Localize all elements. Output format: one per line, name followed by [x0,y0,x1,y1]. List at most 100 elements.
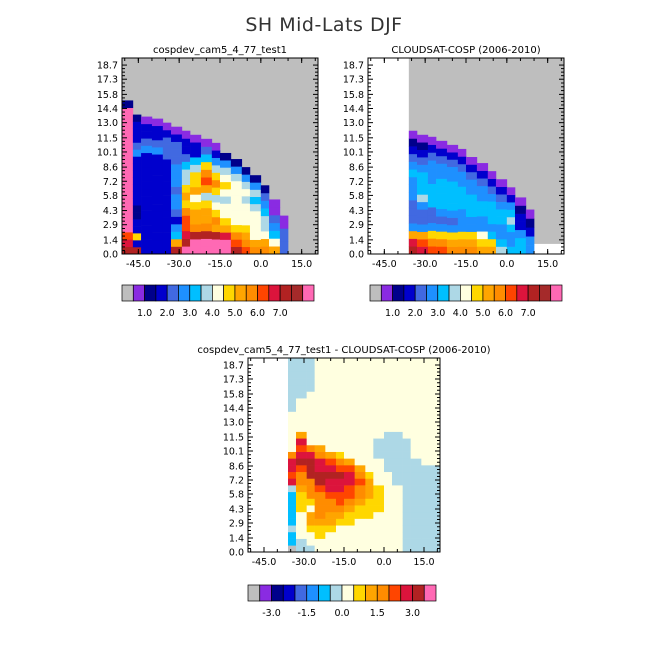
heatmap-cell [410,465,422,473]
heatmap-cell [132,240,142,248]
heatmap-cell [336,411,345,419]
heatmap-cell [122,210,134,218]
heatmap-cell [402,518,411,526]
figure-title: SH Mid-Lats DJF [245,14,403,36]
heatmap-cell [446,159,459,168]
heatmap-cell [421,391,441,399]
colorbar-swatch [247,584,261,602]
heatmap-cell [260,185,270,194]
heatmap-cell [306,404,315,412]
heatmap-cell [288,384,297,392]
heatmap-cell [365,438,374,446]
heatmap-cell [384,411,393,419]
heatmap-cell [410,498,422,506]
y-tick-label: 14.4 [343,104,364,115]
heatmap-cell [457,156,467,165]
heatmap-cell [365,444,374,452]
heatmap-cell [436,155,448,164]
heatmap-cell [506,202,516,210]
heatmap-cell [495,194,508,202]
heatmap-cell [373,538,385,546]
heatmap-cell [446,195,459,204]
heatmap-cell [171,186,183,195]
heatmap-cell [200,192,213,201]
heatmap-cell [241,217,251,226]
heatmap-cell [427,160,437,169]
heatmap-cell [288,391,297,399]
heatmap-cell [181,230,191,239]
heatmap-cell [336,538,345,546]
heatmap-cell [132,219,142,227]
heatmap-cell [487,171,497,179]
colorbar-swatch [365,584,378,602]
heatmap-cell [427,222,437,231]
heatmap-cell [241,188,251,197]
heatmap-cell [314,478,326,486]
heatmap-cell [365,411,374,419]
heatmap-cell [249,196,262,205]
heatmap-cell [122,173,134,182]
heatmap-cell [384,424,393,432]
heatmap-cell [476,208,489,217]
heatmap-cell [487,186,497,195]
heatmap-cell [230,239,243,247]
heatmap-cell [410,545,422,553]
heatmap-cell [171,201,183,210]
heatmap-cell [132,163,142,171]
heatmap-cell [151,139,164,148]
heatmap-cell [421,505,441,513]
colorbar-swatch [527,284,540,302]
heatmap-cell [249,232,262,240]
heatmap-cell [314,398,326,406]
heatmap-cell [466,157,478,165]
heatmap-cell [392,411,403,419]
heatmap-cell [306,398,315,406]
heatmap-cell [525,245,535,255]
heatmap-cell [421,538,441,546]
heatmap-cell [515,229,527,239]
heatmap-cell [288,371,297,379]
heatmap-cell [314,545,326,553]
heatmap-cell [336,458,345,466]
x-tick-label: -30.0 [167,259,192,270]
heatmap-cell [373,451,385,459]
heatmap-cell [476,200,489,209]
colorbar-swatch [516,284,529,302]
heatmap-cell [306,511,315,519]
heatmap-cell [421,478,441,486]
heatmap-cell [211,194,221,203]
heatmap-cell [141,181,153,190]
heatmap-cell [384,531,393,539]
heatmap-cell [241,239,251,248]
heatmap-cell [162,159,172,167]
heatmap-cell [325,398,337,406]
heatmap-cell [296,391,307,399]
heatmap-cell [220,232,232,240]
heatmap-cell [211,172,221,181]
heatmap-cell [211,246,221,255]
heatmap-cell [288,404,297,412]
heatmap-cell [336,471,345,479]
heatmap-cell [314,444,326,452]
heatmap-cell [314,511,326,519]
heatmap-cell [336,431,345,439]
heatmap-cell [296,444,307,452]
heatmap-cell [141,210,153,219]
heatmap-cell [162,129,172,138]
heatmap-cell [132,142,142,150]
heatmap-cell [296,538,307,546]
heatmap-cell [181,169,191,178]
heatmap-cell [288,485,297,493]
heatmap-cell [336,518,345,526]
heatmap-cell [181,223,191,232]
heatmap-cell [402,358,411,365]
heatmap-cell [446,152,459,160]
heatmap-cell [410,478,422,486]
heatmap-cell [306,471,315,479]
heatmap-cell [162,202,172,211]
heatmap-cell [427,207,437,216]
heatmap-cell [151,204,164,212]
colorbar-swatch [388,584,402,602]
heatmap-cell [306,505,315,513]
y-tick-label: 13.0 [97,118,118,129]
